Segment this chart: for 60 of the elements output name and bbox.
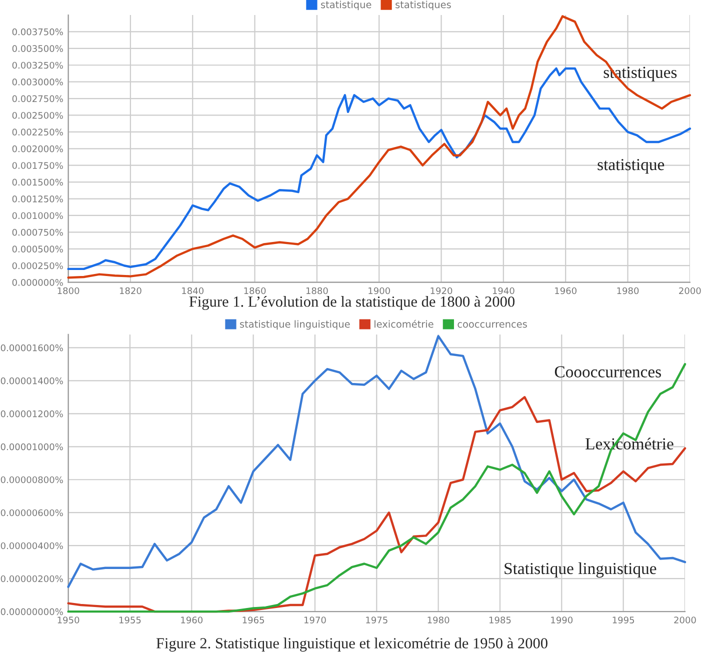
y-tick-label: 0.00000600% <box>0 509 63 516</box>
x-tick-label: 2000 <box>674 616 696 624</box>
x-tick-label: 1900 <box>368 287 390 294</box>
annotation: Coooccurrences <box>554 366 661 378</box>
legend-label: lexicométrie <box>374 320 434 328</box>
y-tick-label: 0.003000% <box>12 78 63 86</box>
x-tick-label: 1955 <box>119 616 141 624</box>
legend-label: statistiques <box>396 0 451 10</box>
x-tick-label: 1980 <box>617 287 639 294</box>
x-tick-label: 1880 <box>306 287 328 294</box>
y-tick-label: 0.000000% <box>12 279 63 286</box>
x-tick-label: 1995 <box>612 616 634 624</box>
y-tick-label: 0.001500% <box>12 178 63 186</box>
line-series <box>67 67 692 270</box>
x-tick-label: 1960 <box>555 287 576 294</box>
y-tick-label: 0.000250% <box>12 262 63 270</box>
y-tick-label: 0.002750% <box>12 95 63 102</box>
x-tick-label: 1975 <box>366 616 388 624</box>
line-series <box>67 335 686 588</box>
x-tick-label: 1860 <box>244 287 266 294</box>
annotation: statistique <box>598 159 664 174</box>
line-series <box>67 15 692 279</box>
y-tick-label: 0.002250% <box>12 128 63 136</box>
y-tick-label: 0.00001200% <box>0 410 63 418</box>
x-tick-label: 1980 <box>428 616 450 624</box>
y-tick-label: 0.002500% <box>12 112 63 119</box>
y-tick-label: 0.00000000% <box>0 608 63 616</box>
y-tick-label: 0.003750% <box>12 28 63 36</box>
x-tick-label: 1940 <box>492 287 514 294</box>
legend-label: cooccurrences <box>458 322 527 328</box>
x-tick-label: 1950 <box>58 616 80 624</box>
y-tick-label: 0.000500% <box>12 246 63 252</box>
caption: Figure 1. L’évolution de la statistique de 1800 à 2000 <box>189 296 514 310</box>
y-tick-label: 0.001000% <box>12 212 63 220</box>
caption: Figure 2. Statistique linguistique et lexicométrie de 1950 à 2000 <box>156 638 548 652</box>
y-tick-label: 0.003500% <box>12 45 63 52</box>
x-tick-label: 1840 <box>182 287 204 294</box>
y-tick-label: 0.002000% <box>12 145 63 152</box>
y-tick-label: 0.001750% <box>12 162 63 169</box>
x-tick-label: 1820 <box>120 287 142 294</box>
x-tick-label: 1920 <box>430 287 452 294</box>
y-tick-label: 0.00000400% <box>0 542 63 550</box>
legend-label: statistique <box>321 0 372 10</box>
x-tick-label: 1970 <box>304 616 326 624</box>
y-tick-label: 0.00001600% <box>0 344 63 352</box>
x-tick-label: 1965 <box>242 616 264 624</box>
y-tick-label: 0.001250% <box>12 196 63 202</box>
x-tick-label: 1960 <box>181 616 203 624</box>
x-tick-label: 1990 <box>551 616 573 624</box>
x-tick-label: 2000 <box>679 287 701 294</box>
x-tick-label: 1985 <box>489 616 511 624</box>
y-tick-label: 0.00001400% <box>0 377 63 384</box>
annotation: Statistique linguistique <box>504 562 656 578</box>
y-tick-label: 0.00000200% <box>0 575 63 582</box>
y-tick-label: 0.00001000% <box>0 443 63 450</box>
y-tick-label: 0.00000800% <box>0 476 63 484</box>
x-tick-label: 1800 <box>58 287 80 294</box>
y-tick-label: 0.000750% <box>12 228 63 236</box>
y-tick-label: 0.003250% <box>12 62 63 69</box>
legend-label: statistique linguistique <box>240 320 350 330</box>
